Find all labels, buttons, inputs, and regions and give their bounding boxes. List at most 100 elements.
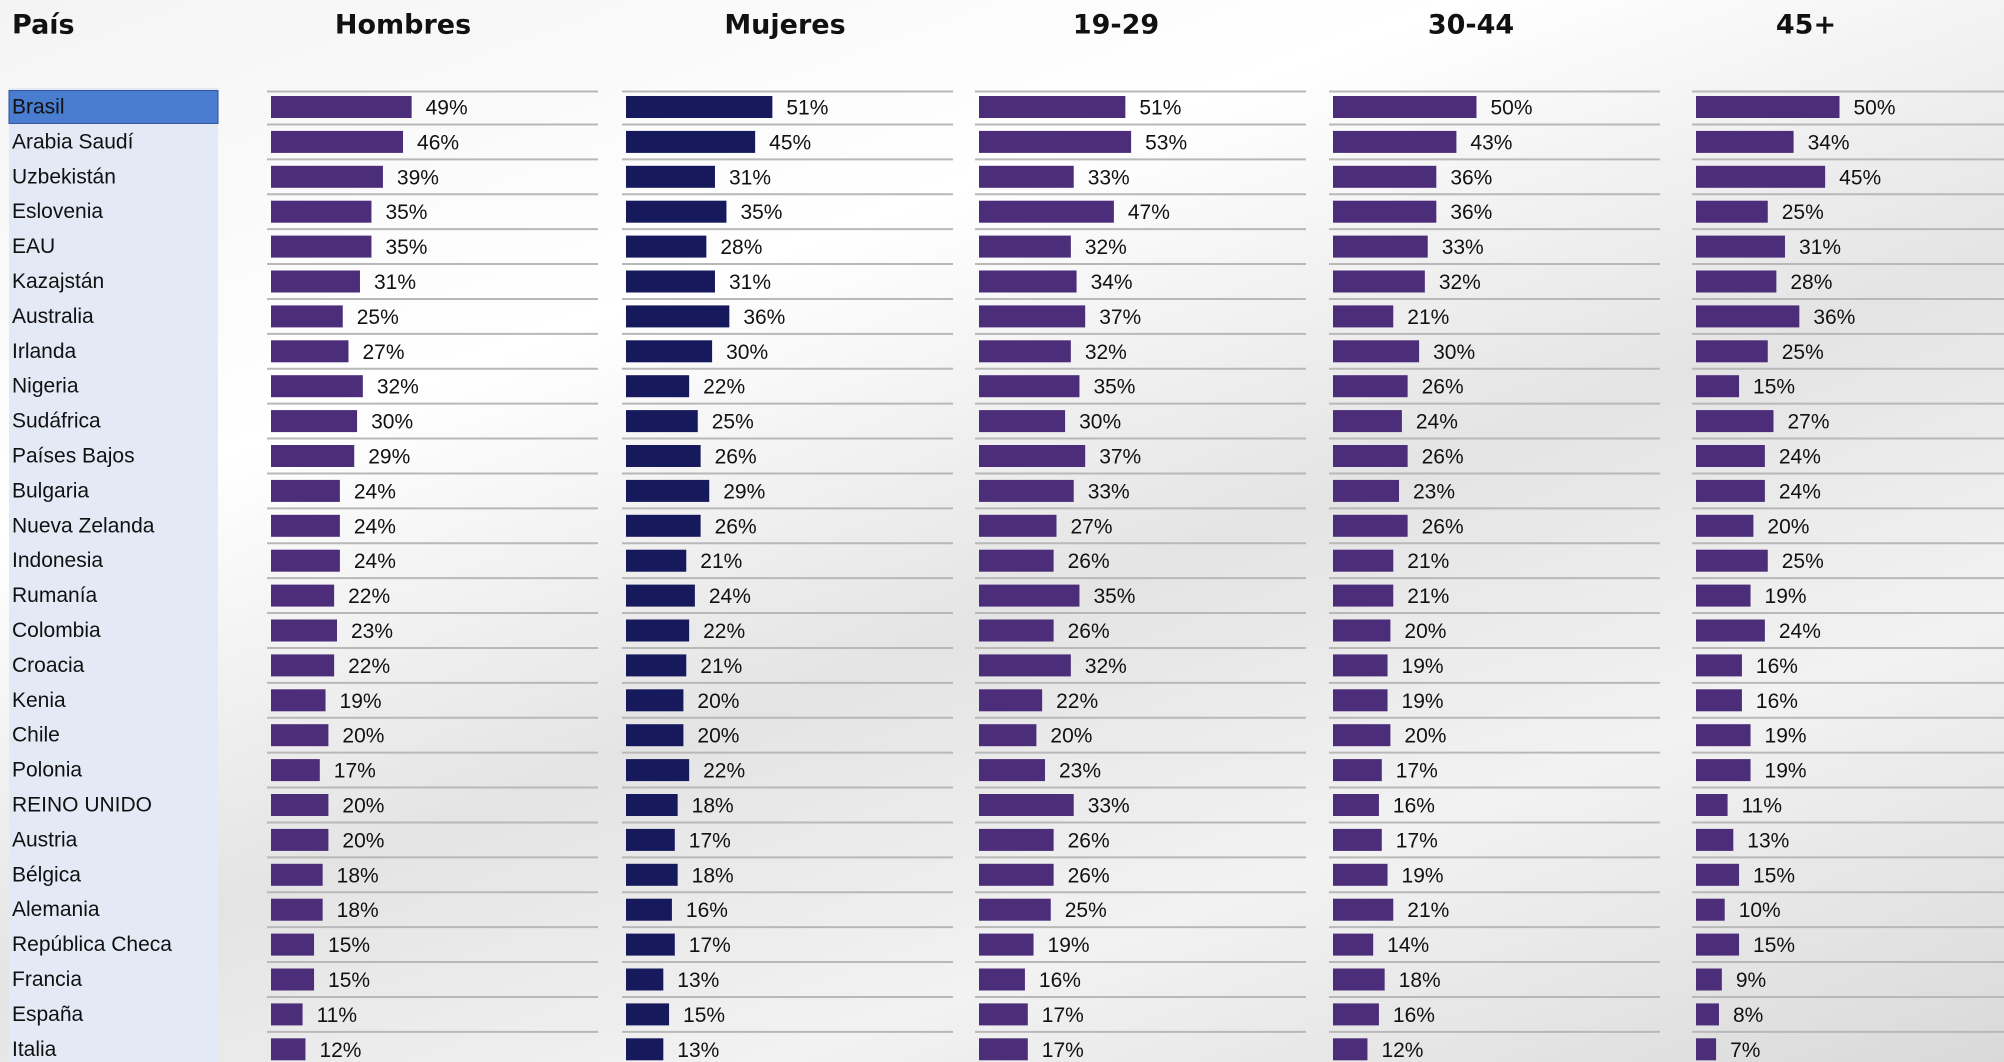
bar: [626, 1003, 670, 1026]
series-header: Mujeres: [724, 10, 845, 41]
value-label: 20%: [1404, 620, 1446, 643]
value-label: 15%: [1753, 934, 1795, 957]
bar: [271, 724, 329, 747]
bar: [271, 130, 404, 153]
value-label: 32%: [1085, 655, 1127, 678]
bar: [1333, 1038, 1368, 1061]
value-label: 30%: [1433, 341, 1475, 364]
value-label: 31%: [1799, 236, 1841, 259]
category-label: Brasil: [12, 96, 65, 119]
value-label: 27%: [362, 341, 404, 364]
category-label: Uzbekistán: [12, 165, 116, 188]
value-label: 29%: [368, 446, 410, 469]
bar: [1696, 130, 1794, 153]
value-label: 36%: [743, 306, 785, 329]
series-header: 45+: [1776, 10, 1836, 41]
category-label: Australia: [12, 305, 94, 328]
bar: [626, 619, 690, 642]
bar: [979, 863, 1054, 886]
bar: [626, 759, 690, 782]
category-label: Indonesia: [12, 549, 103, 572]
bar: [271, 654, 335, 677]
bar: [626, 724, 684, 747]
bar: [979, 828, 1054, 851]
bar: [979, 479, 1074, 502]
category-label: República Checa: [12, 933, 172, 956]
value-label: 24%: [1779, 620, 1821, 643]
value-label: 18%: [692, 864, 734, 887]
bar: [979, 759, 1046, 782]
value-label: 25%: [1065, 899, 1107, 922]
value-label: 32%: [377, 376, 419, 399]
bar: [271, 479, 340, 502]
bar: [626, 130, 756, 153]
value-label: 21%: [1407, 550, 1449, 573]
value-label: 20%: [1767, 515, 1809, 538]
value-label: 13%: [1747, 829, 1789, 852]
value-label: 34%: [1091, 271, 1133, 294]
value-label: 46%: [417, 131, 459, 154]
value-label: 16%: [1756, 655, 1798, 678]
value-label: 24%: [354, 480, 396, 503]
category-label: Irlanda: [12, 340, 77, 363]
bar: [1696, 514, 1754, 537]
bar: [979, 270, 1077, 293]
bar: [1696, 898, 1725, 921]
bar: [626, 410, 698, 433]
bar: [979, 1038, 1028, 1061]
value-label: 32%: [1439, 271, 1481, 294]
bar: [1696, 654, 1742, 677]
value-label: 19%: [1765, 760, 1807, 783]
value-label: 17%: [1396, 760, 1438, 783]
bar: [979, 200, 1114, 223]
value-label: 47%: [1128, 201, 1170, 224]
bar: [1696, 794, 1728, 816]
category-label: EAU: [12, 235, 55, 258]
bar: [979, 340, 1071, 363]
value-label: 19%: [1765, 725, 1807, 748]
bar: [271, 410, 358, 433]
bar: [271, 619, 338, 642]
value-label: 24%: [1779, 446, 1821, 469]
value-label: 24%: [354, 515, 396, 538]
category-label: Italia: [12, 1038, 57, 1061]
bar: [979, 305, 1086, 328]
value-label: 17%: [1042, 1004, 1084, 1027]
value-label: 25%: [712, 411, 754, 434]
bar: [1333, 375, 1408, 398]
value-label: 33%: [1088, 795, 1130, 818]
value-label: 26%: [1068, 620, 1110, 643]
value-label: 35%: [740, 201, 782, 224]
value-label: 45%: [1839, 166, 1881, 189]
bar: [271, 165, 383, 188]
bar: [1696, 445, 1765, 467]
bar: [626, 235, 707, 258]
value-label: 19%: [1765, 585, 1807, 608]
value-label: 33%: [1088, 480, 1130, 503]
bar: [626, 968, 664, 991]
value-label: 39%: [397, 166, 439, 189]
bar: [271, 514, 340, 537]
category-label: Eslovenia: [12, 200, 103, 223]
bar: [626, 689, 684, 712]
bar: [1333, 479, 1400, 502]
category-label: Países Bajos: [12, 445, 135, 468]
value-label: 36%: [1450, 201, 1492, 224]
bar: [271, 305, 343, 328]
value-label: 17%: [1042, 1039, 1084, 1062]
value-label: 18%: [692, 795, 734, 818]
value-label: 21%: [1407, 899, 1449, 922]
category-label: Polonia: [12, 759, 82, 782]
bar: [1333, 549, 1394, 572]
value-label: 21%: [1407, 306, 1449, 329]
bar: [271, 794, 329, 816]
value-label: 22%: [348, 585, 390, 608]
category-label: REINO UNIDO: [12, 794, 152, 817]
bar: [1333, 1003, 1379, 1026]
category-header: País: [12, 10, 75, 41]
bar: [626, 863, 678, 886]
bar: [1696, 235, 1785, 258]
value-label: 27%: [1070, 515, 1112, 538]
bar: [271, 1038, 306, 1061]
category-label: Bulgaria: [12, 479, 89, 502]
